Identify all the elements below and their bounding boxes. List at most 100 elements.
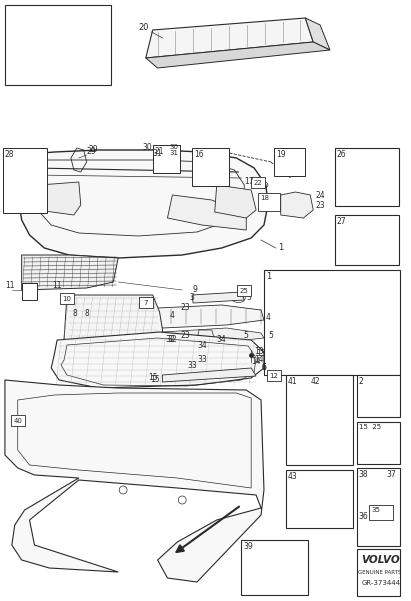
Polygon shape <box>37 182 81 215</box>
Polygon shape <box>146 42 330 68</box>
FancyBboxPatch shape <box>286 470 353 528</box>
Text: 21: 21 <box>155 147 164 156</box>
Text: 7: 7 <box>143 300 148 306</box>
Text: 13: 13 <box>256 349 266 358</box>
FancyBboxPatch shape <box>264 270 400 375</box>
FancyBboxPatch shape <box>335 215 399 265</box>
Text: 35: 35 <box>371 507 380 513</box>
Circle shape <box>83 68 90 76</box>
Text: 27: 27 <box>337 217 346 226</box>
FancyBboxPatch shape <box>241 540 308 595</box>
Text: 28: 28 <box>5 150 14 159</box>
Polygon shape <box>281 192 313 218</box>
Text: 8: 8 <box>72 310 77 319</box>
Polygon shape <box>64 295 162 360</box>
Text: 19: 19 <box>276 150 285 159</box>
FancyBboxPatch shape <box>5 5 111 85</box>
Text: 14: 14 <box>251 358 261 367</box>
Text: GENUINE PARTS: GENUINE PARTS <box>358 570 401 575</box>
Text: 1: 1 <box>266 272 271 281</box>
Polygon shape <box>305 18 330 50</box>
FancyBboxPatch shape <box>267 370 281 380</box>
Polygon shape <box>167 195 246 230</box>
Text: 5: 5 <box>268 331 273 340</box>
FancyBboxPatch shape <box>369 505 393 520</box>
FancyBboxPatch shape <box>251 177 265 188</box>
FancyBboxPatch shape <box>238 284 251 296</box>
Text: 29: 29 <box>89 145 98 154</box>
Text: 22: 22 <box>254 180 263 186</box>
Polygon shape <box>278 152 300 170</box>
Polygon shape <box>259 555 290 579</box>
Text: 39: 39 <box>243 542 253 551</box>
Text: 25: 25 <box>240 288 249 294</box>
Polygon shape <box>30 22 84 45</box>
Text: 18: 18 <box>260 195 269 201</box>
Text: 6: 6 <box>261 364 266 373</box>
Text: 42: 42 <box>310 377 320 386</box>
Circle shape <box>24 68 32 76</box>
FancyBboxPatch shape <box>335 148 399 206</box>
Polygon shape <box>365 295 392 318</box>
Text: 34: 34 <box>217 335 226 344</box>
FancyBboxPatch shape <box>3 148 47 213</box>
Text: 1: 1 <box>278 243 283 252</box>
Text: 37: 37 <box>386 470 396 479</box>
Text: 16: 16 <box>194 150 204 159</box>
Polygon shape <box>152 328 264 346</box>
FancyBboxPatch shape <box>192 148 229 186</box>
Text: 40: 40 <box>13 418 22 424</box>
Text: 41: 41 <box>288 377 297 386</box>
Text: 8: 8 <box>84 310 89 319</box>
Polygon shape <box>18 150 268 258</box>
FancyBboxPatch shape <box>60 293 74 304</box>
Circle shape <box>79 64 95 80</box>
Text: 5: 5 <box>244 332 249 341</box>
Polygon shape <box>146 18 313 58</box>
Text: 30: 30 <box>169 144 178 150</box>
FancyBboxPatch shape <box>274 148 305 176</box>
Text: 24: 24 <box>315 192 325 201</box>
FancyBboxPatch shape <box>139 296 152 308</box>
Text: 23: 23 <box>180 304 190 313</box>
Text: 32: 32 <box>166 335 175 344</box>
Text: 10: 10 <box>62 296 72 302</box>
Text: 13: 13 <box>254 347 264 356</box>
Text: 15: 15 <box>148 373 157 382</box>
Text: 38: 38 <box>358 470 368 479</box>
Text: 32: 32 <box>168 335 177 344</box>
Text: 36: 36 <box>358 512 368 521</box>
Text: 3: 3 <box>246 293 251 302</box>
Polygon shape <box>215 185 256 218</box>
FancyBboxPatch shape <box>11 415 25 426</box>
FancyBboxPatch shape <box>152 145 180 173</box>
Text: 14: 14 <box>254 356 264 364</box>
Circle shape <box>342 234 348 240</box>
FancyBboxPatch shape <box>258 193 280 211</box>
Text: 17: 17 <box>245 177 254 186</box>
FancyBboxPatch shape <box>357 549 400 596</box>
FancyBboxPatch shape <box>357 468 400 546</box>
Polygon shape <box>22 255 118 290</box>
Text: 12: 12 <box>269 373 278 379</box>
Text: 23: 23 <box>180 331 190 340</box>
Text: 31: 31 <box>169 150 178 156</box>
Text: 15  25: 15 25 <box>358 424 381 430</box>
Polygon shape <box>81 305 157 320</box>
Text: 20: 20 <box>138 23 148 32</box>
Polygon shape <box>22 283 37 300</box>
Text: 33: 33 <box>187 361 197 370</box>
Circle shape <box>362 234 367 240</box>
Circle shape <box>20 64 35 80</box>
Text: 43: 43 <box>288 472 298 481</box>
Text: 33: 33 <box>197 356 207 364</box>
Text: 26: 26 <box>337 150 346 159</box>
Text: 30: 30 <box>143 142 152 151</box>
Text: 11: 11 <box>52 281 62 290</box>
Text: 6: 6 <box>261 364 266 373</box>
Circle shape <box>381 234 387 240</box>
Text: 4: 4 <box>170 311 175 320</box>
Text: 31: 31 <box>153 150 162 159</box>
Polygon shape <box>192 292 244 303</box>
Polygon shape <box>15 22 102 75</box>
